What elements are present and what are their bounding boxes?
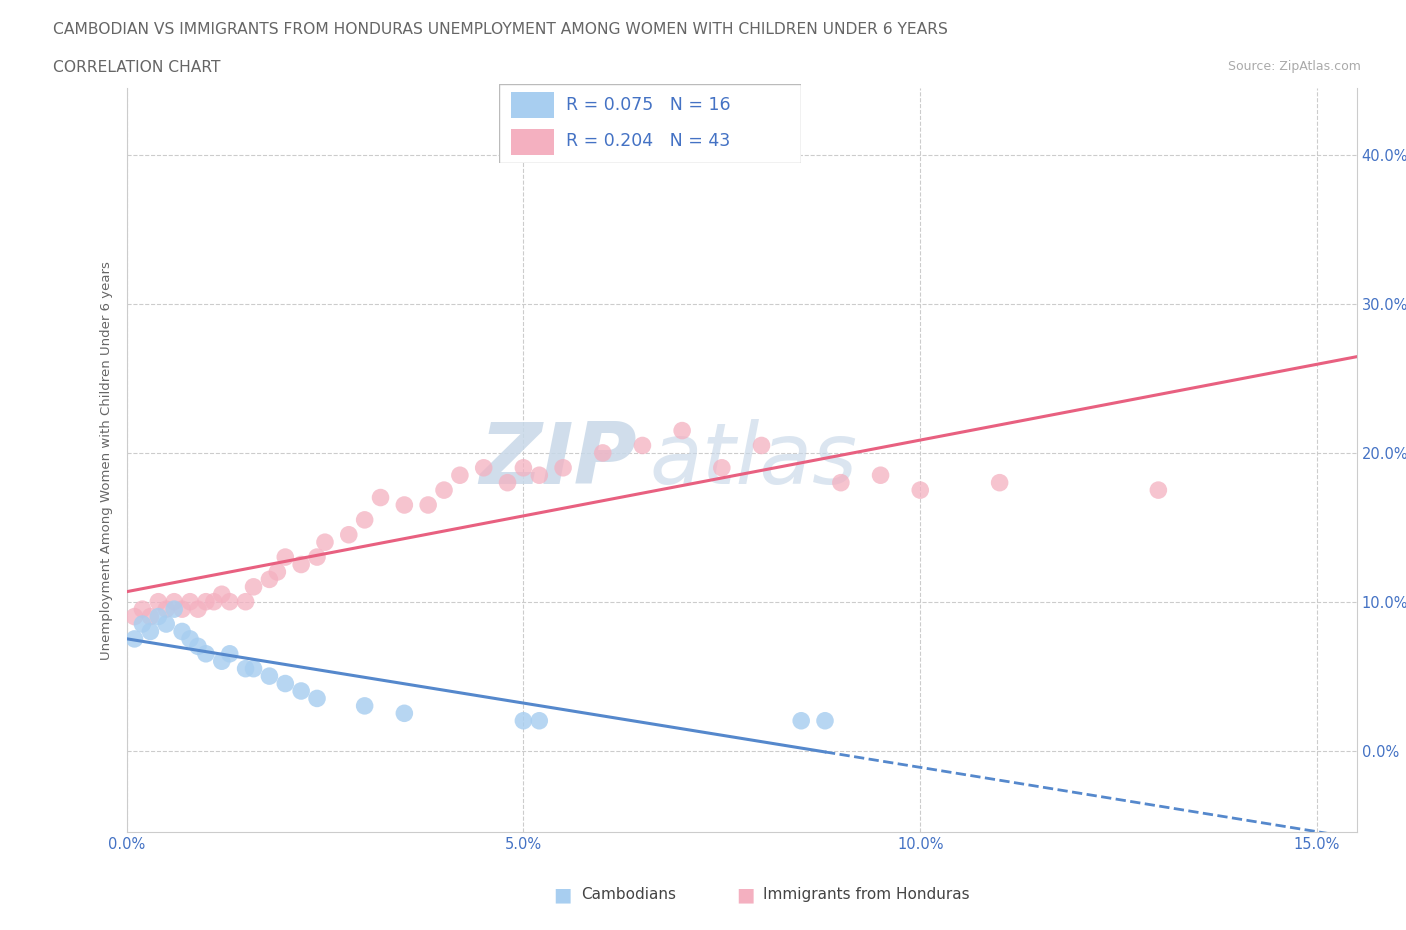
Point — [274, 676, 297, 691]
Point — [910, 483, 932, 498]
Point — [433, 483, 456, 498]
Point — [529, 713, 551, 728]
Point — [194, 646, 217, 661]
Point — [314, 535, 336, 550]
Point — [131, 602, 153, 617]
Point — [512, 460, 534, 475]
Point — [172, 602, 194, 617]
Point — [163, 602, 186, 617]
Point — [259, 669, 281, 684]
Point — [353, 698, 375, 713]
Bar — [512, 92, 554, 118]
Text: R = 0.075   N = 16: R = 0.075 N = 16 — [565, 96, 730, 113]
Point — [1147, 483, 1170, 498]
Point — [305, 550, 328, 565]
Text: CAMBODIAN VS IMMIGRANTS FROM HONDURAS UNEMPLOYMENT AMONG WOMEN WITH CHILDREN UND: CAMBODIAN VS IMMIGRANTS FROM HONDURAS UN… — [53, 22, 948, 37]
Point — [830, 475, 852, 490]
Point — [814, 713, 837, 728]
Point — [472, 460, 495, 475]
Point — [631, 438, 654, 453]
Point — [235, 594, 257, 609]
Point — [290, 684, 312, 698]
Point — [194, 594, 217, 609]
Point — [305, 691, 328, 706]
Point — [449, 468, 471, 483]
Point — [155, 617, 177, 631]
Point — [394, 498, 416, 512]
Point — [512, 713, 534, 728]
Point — [218, 646, 240, 661]
Y-axis label: Unemployment Among Women with Children Under 6 years: Unemployment Among Women with Children U… — [100, 261, 114, 659]
Bar — [512, 128, 554, 155]
Point — [187, 639, 209, 654]
Point — [418, 498, 440, 512]
Text: ZIP: ZIP — [479, 418, 637, 502]
Point — [671, 423, 693, 438]
Point — [988, 475, 1011, 490]
Point — [529, 468, 551, 483]
Point — [235, 661, 257, 676]
Point — [496, 475, 519, 490]
Point — [131, 617, 153, 631]
FancyBboxPatch shape — [499, 84, 801, 163]
Point — [155, 602, 177, 617]
Point — [751, 438, 773, 453]
Point — [353, 512, 375, 527]
Point — [242, 579, 264, 594]
Point — [274, 550, 297, 565]
Text: Source: ZipAtlas.com: Source: ZipAtlas.com — [1227, 60, 1361, 73]
Point — [148, 609, 170, 624]
Point — [179, 631, 201, 646]
Text: atlas: atlas — [650, 418, 858, 502]
Point — [187, 602, 209, 617]
Point — [710, 460, 733, 475]
Point — [124, 609, 146, 624]
Point — [242, 661, 264, 676]
Text: R = 0.204   N = 43: R = 0.204 N = 43 — [565, 132, 730, 151]
Point — [259, 572, 281, 587]
Point — [218, 594, 240, 609]
Point — [266, 565, 288, 579]
Point — [179, 594, 201, 609]
Point — [394, 706, 416, 721]
Point — [790, 713, 813, 728]
Point — [211, 654, 233, 669]
Point — [290, 557, 312, 572]
Point — [163, 594, 186, 609]
Point — [211, 587, 233, 602]
Text: CORRELATION CHART: CORRELATION CHART — [53, 60, 221, 75]
Text: ■: ■ — [735, 885, 755, 904]
Text: ■: ■ — [553, 885, 572, 904]
Point — [202, 594, 225, 609]
Point — [592, 445, 614, 460]
Point — [337, 527, 360, 542]
Text: Cambodians: Cambodians — [581, 887, 676, 902]
Text: Immigrants from Honduras: Immigrants from Honduras — [763, 887, 970, 902]
Point — [139, 609, 162, 624]
Point — [148, 594, 170, 609]
Point — [124, 631, 146, 646]
Point — [172, 624, 194, 639]
Point — [139, 624, 162, 639]
Point — [869, 468, 891, 483]
Point — [370, 490, 392, 505]
Point — [551, 460, 574, 475]
